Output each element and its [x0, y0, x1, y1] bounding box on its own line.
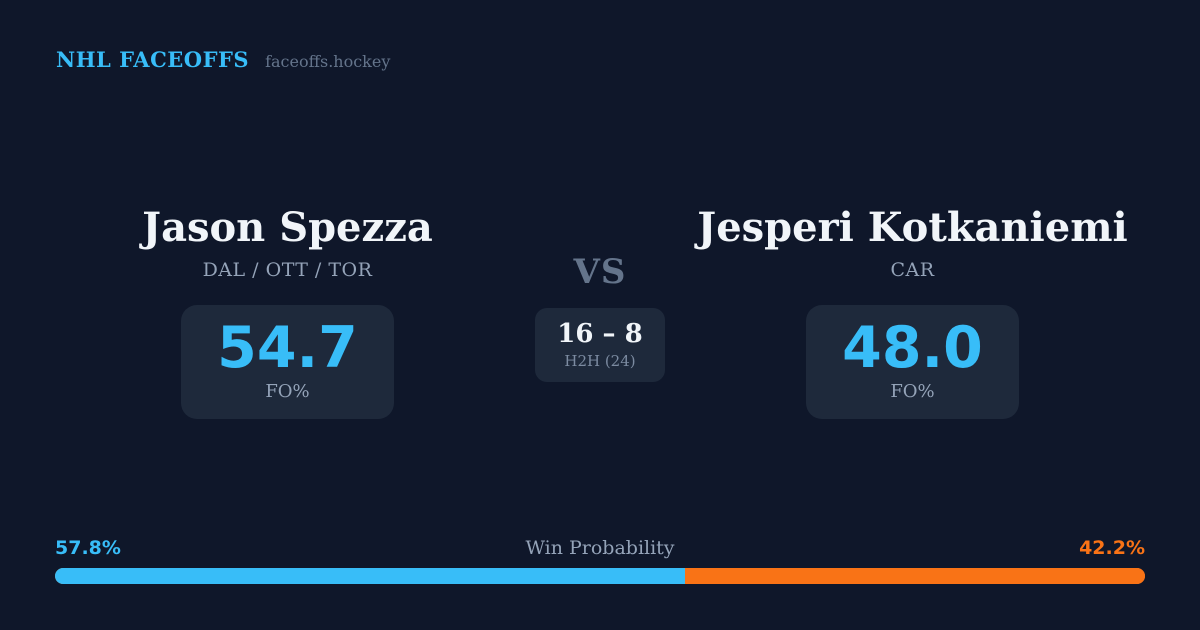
win-probability-bar [55, 568, 1145, 584]
vs-label: VS [573, 252, 627, 292]
win-probability-labels: 57.8% Win Probability 42.2% [55, 537, 1145, 559]
player-right-teams: CAR [890, 259, 935, 281]
player-left-name: Jason Spezza [142, 204, 433, 251]
win-prob-left-pct: 57.8% [55, 537, 121, 559]
player-right: Jesperi Kotkaniemi CAR 48.0 FO% [680, 205, 1145, 419]
h2h-card: 16 – 8 H2H (24) [535, 308, 665, 382]
player-left-stat-card: 54.7 FO% [181, 305, 394, 419]
player-right-stat-card: 48.0 FO% [806, 305, 1019, 419]
win-probability-section: 57.8% Win Probability 42.2% [55, 537, 1145, 584]
player-left: Jason Spezza DAL / OTT / TOR 54.7 FO% [55, 205, 520, 419]
player-left-fo-value: 54.7 [217, 315, 358, 381]
h2h-score: 16 – 8 [557, 319, 643, 349]
win-prob-title: Win Probability [525, 537, 675, 559]
brand-title: NHL FACEOFFS [56, 47, 250, 72]
vs-column: VS 16 – 8 H2H (24) [520, 205, 680, 382]
site-url: faceoffs.hockey [265, 52, 391, 71]
header: NHL FACEOFFS faceoffs.hockey [56, 47, 390, 72]
player-right-fo-value: 48.0 [842, 315, 983, 381]
player-right-name: Jesperi Kotkaniemi [697, 204, 1128, 251]
win-prob-right-pct: 42.2% [1079, 537, 1145, 559]
player-right-fo-label: FO% [890, 381, 935, 402]
matchup-row: Jason Spezza DAL / OTT / TOR 54.7 FO% VS… [55, 205, 1145, 419]
win-bar-right [685, 568, 1145, 584]
h2h-label: H2H (24) [564, 352, 636, 370]
player-left-fo-label: FO% [265, 381, 310, 402]
player-left-teams: DAL / OTT / TOR [202, 259, 373, 281]
win-bar-left [55, 568, 686, 584]
